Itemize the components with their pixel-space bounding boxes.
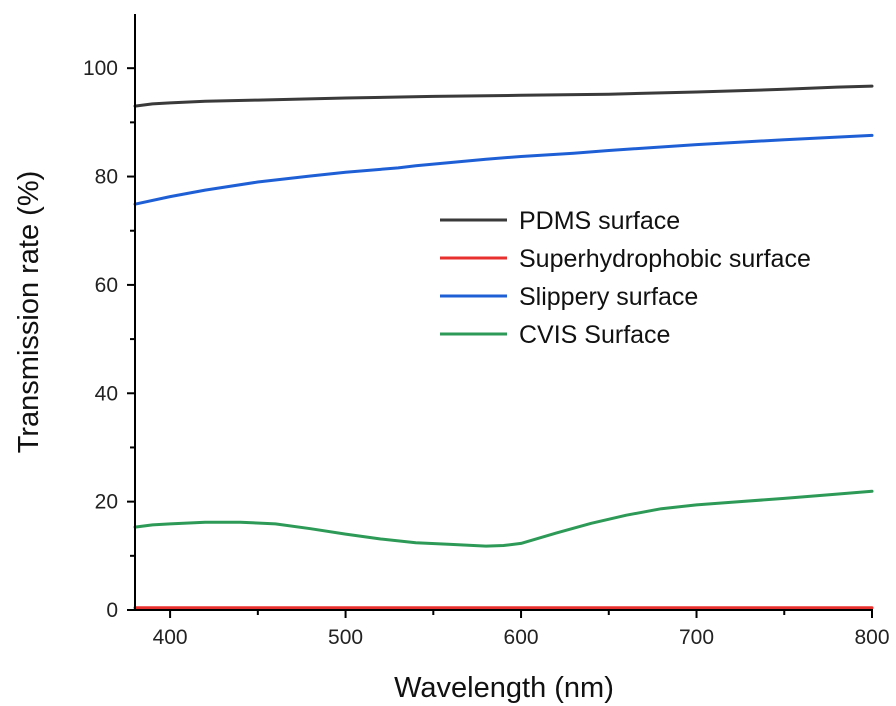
y-tick-label: 20 — [95, 491, 118, 514]
x-tick-label: 800 — [854, 626, 889, 649]
y-tick-label: 100 — [83, 57, 118, 80]
series-line-3 — [133, 133, 874, 206]
legend-label: Slippery surface — [519, 283, 698, 311]
x-tick-label: 600 — [504, 626, 539, 649]
series-layer — [133, 84, 874, 610]
y-tick-label: 60 — [95, 274, 118, 297]
legend-label: PDMS surface — [519, 207, 680, 235]
legend: PDMS surface Superhydrophobic surface Slip… — [440, 207, 811, 349]
x-axis-label: Wavelength (nm) — [394, 672, 614, 704]
legend-item: PDMS surface — [440, 207, 680, 235]
x-tick-label: 700 — [679, 626, 714, 649]
legend-item: Slippery surface — [440, 283, 698, 311]
x-tick-label: 400 — [153, 626, 188, 649]
x-ticks: 400 500 600 700 800 — [153, 610, 890, 649]
legend-label: Superhydrophobic surface — [519, 245, 811, 273]
series-line-1 — [133, 84, 874, 108]
y-axis-label: Transmission rate (%) — [13, 171, 45, 454]
series-line-4 — [133, 489, 874, 548]
y-tick-label: 40 — [95, 382, 118, 405]
x-tick-label: 500 — [328, 626, 363, 649]
y-tick-label: 80 — [95, 166, 118, 189]
y-tick-label: 0 — [106, 599, 118, 622]
legend-item: CVIS Surface — [440, 321, 670, 349]
legend-item: Superhydrophobic surface — [440, 245, 811, 273]
legend-label: CVIS Surface — [519, 321, 670, 349]
y-ticks: 0 20 40 60 80 100 — [83, 57, 135, 622]
